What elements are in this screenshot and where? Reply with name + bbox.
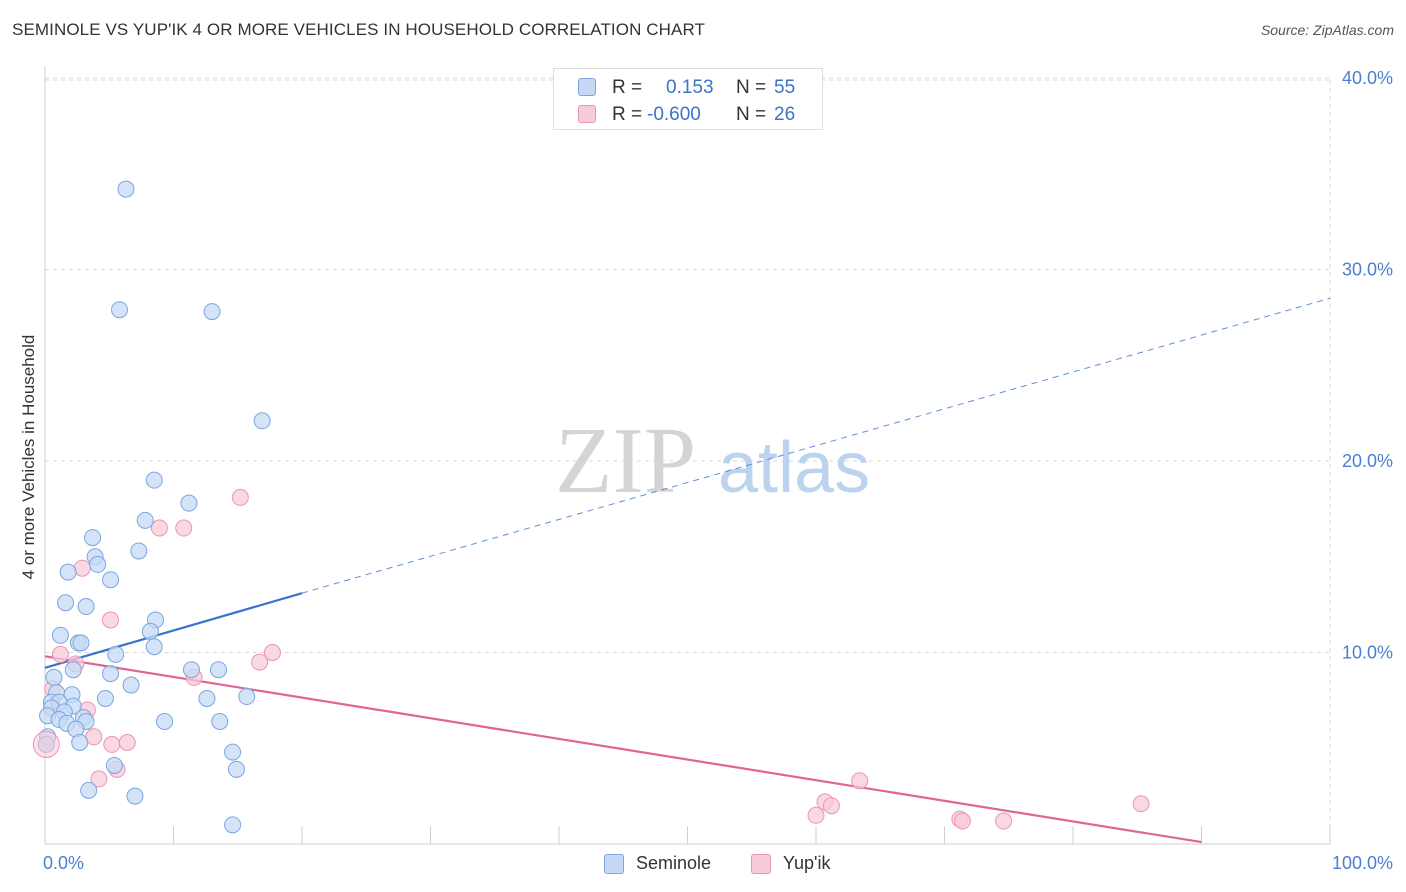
seminole-legend-swatch — [604, 854, 624, 874]
seminole-point — [224, 743, 242, 761]
r-label: R = — [612, 104, 643, 125]
yupik-point — [1132, 795, 1150, 813]
seminole-point — [253, 412, 271, 430]
yupik-point — [118, 734, 136, 752]
seminole-point — [72, 634, 90, 652]
seminole-point — [136, 511, 154, 529]
seminole-point — [59, 563, 77, 581]
seminole-point — [145, 471, 163, 489]
trend-lines — [44, 297, 1331, 844]
y-tick-label: 30.0% — [1342, 260, 1393, 280]
yupik-point — [51, 645, 69, 663]
yupik-point — [73, 559, 91, 577]
y-tick-label: 10.0% — [1342, 643, 1393, 663]
seminole-legend-label: Seminole — [636, 853, 712, 873]
watermark-atlas: atlas — [718, 428, 870, 508]
seminole-point — [107, 645, 125, 663]
stats-row-seminole: R = 0.153 N = 55 — [554, 74, 824, 101]
seminole-point — [80, 781, 98, 799]
seminole-point — [84, 529, 102, 547]
seminole-point — [130, 542, 148, 560]
y-tick-label: 20.0% — [1342, 451, 1393, 471]
watermark-zip: ZIP — [555, 409, 696, 513]
seminole-point — [77, 598, 95, 616]
y-axis-label: 4 or more Vehicles in Household — [19, 335, 38, 580]
yupik-r-value: -0.600 — [647, 104, 701, 125]
seminole-r-value: 0.153 — [666, 77, 714, 98]
seminole-point — [141, 622, 159, 640]
seminole-point — [117, 180, 135, 198]
yupik-point — [103, 735, 121, 753]
seminole-point — [96, 689, 114, 707]
r-label: R = — [612, 77, 643, 98]
seminole-point — [156, 712, 174, 730]
data-points — [32, 180, 1150, 834]
yupik-point — [90, 770, 108, 788]
seminole-point — [45, 668, 63, 686]
seminole-point — [102, 665, 120, 683]
yupik-point — [995, 812, 1013, 830]
yupik-point — [231, 488, 249, 506]
yupik-point — [175, 519, 193, 537]
x-tick-label-end: 100.0% — [1332, 853, 1393, 873]
seminole-point — [227, 760, 245, 778]
seminole-point — [102, 571, 120, 589]
seminole-point — [57, 594, 75, 612]
seminole-point — [89, 555, 107, 573]
yupik-swatch — [578, 105, 596, 123]
seminole-point — [203, 303, 221, 321]
seminole-point — [51, 626, 69, 644]
seminole-point — [145, 638, 163, 656]
seminole-point — [182, 661, 200, 679]
yupik-point — [102, 611, 120, 629]
seminole-swatch — [578, 78, 596, 96]
watermark: ZIP atlas — [555, 409, 870, 513]
seminole-trend-extension — [301, 297, 1331, 594]
yupik-point — [150, 519, 168, 537]
yupik-point — [251, 653, 269, 671]
yupik-point — [851, 772, 869, 790]
yupik-legend-swatch — [751, 854, 771, 874]
yupik-point — [263, 644, 281, 661]
seminole-point — [224, 816, 242, 834]
n-label: N = — [736, 77, 767, 98]
x-tick-label-start: 0.0% — [43, 853, 84, 873]
seminole-point — [180, 494, 198, 512]
seminole-point — [122, 676, 140, 694]
seminole-point — [209, 661, 227, 679]
yupik-point-cluster — [32, 730, 60, 758]
chart-title: SEMINOLE VS YUP'IK 4 OR MORE VEHICLES IN… — [12, 20, 706, 39]
seminole-point — [198, 689, 216, 707]
seminole-point — [105, 756, 123, 774]
seminole-point — [71, 734, 89, 752]
y-tick-label: 40.0% — [1342, 68, 1393, 88]
yupik-trend-line — [44, 655, 1202, 844]
source-label: Source: ZipAtlas.com — [1260, 22, 1394, 38]
n-label: N = — [736, 104, 767, 125]
yupik-point — [822, 797, 840, 815]
yupik-legend-label: Yup'ik — [783, 853, 831, 873]
yupik-point — [807, 806, 825, 824]
seminole-trend-line — [44, 592, 303, 669]
yupik-point — [953, 812, 971, 830]
stats-row-yupik: R = -0.600 N = 26 — [554, 101, 824, 128]
tick-labels: 10.0% 20.0% 30.0% 40.0% 0.0% 100.0% — [43, 68, 1393, 873]
seminole-point — [64, 661, 82, 679]
seminole-point — [126, 787, 144, 805]
seminole-point — [111, 301, 129, 319]
stats-legend: R = 0.153 N = 55 R = -0.600 N = 26 — [553, 68, 823, 130]
seminole-n-value: 55 — [774, 77, 796, 98]
seminole-point — [238, 688, 256, 706]
seminole-point — [211, 712, 229, 730]
yupik-n-value: 26 — [774, 104, 796, 125]
yupik-point — [85, 728, 103, 746]
